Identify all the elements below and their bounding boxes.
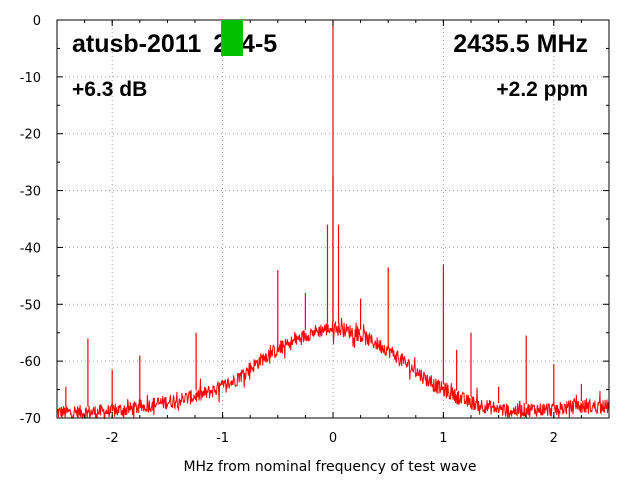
x-tick-label: -2 xyxy=(106,431,119,446)
redaction-marker xyxy=(221,20,243,56)
offset-label: +2.2 ppm xyxy=(496,78,588,101)
x-tick-label: 2 xyxy=(550,431,558,446)
x-tick-label: 0 xyxy=(329,431,337,446)
frequency-label: 2435.5 MHz xyxy=(453,30,588,58)
x-tick-label: 1 xyxy=(439,431,447,446)
spectrum-trace xyxy=(56,317,610,420)
axis-ticks: -2 -1 0 1 20-10-20-30-40-50-60-70 xyxy=(20,14,610,446)
gain-label: +6.3 dB xyxy=(72,78,147,101)
device-label: atusb-2011 214-5 xyxy=(72,30,277,58)
y-tick-label: -40 xyxy=(20,241,41,256)
spur-lines xyxy=(65,20,583,407)
y-tick-label: -70 xyxy=(20,412,41,427)
x-tick-label: -1 xyxy=(216,431,229,446)
y-tick-label: -30 xyxy=(20,185,41,200)
device-label-prefix: atusb-2011 xyxy=(72,30,201,58)
y-tick-label: 0 xyxy=(33,14,41,29)
noise-trace xyxy=(56,317,610,420)
y-tick-label: -20 xyxy=(20,128,41,143)
y-tick-label: -10 xyxy=(20,71,41,86)
x-axis-title: MHz from nominal frequency of test wave xyxy=(183,459,476,475)
y-tick-label: -50 xyxy=(20,298,41,313)
y-tick-label: -60 xyxy=(20,355,41,370)
